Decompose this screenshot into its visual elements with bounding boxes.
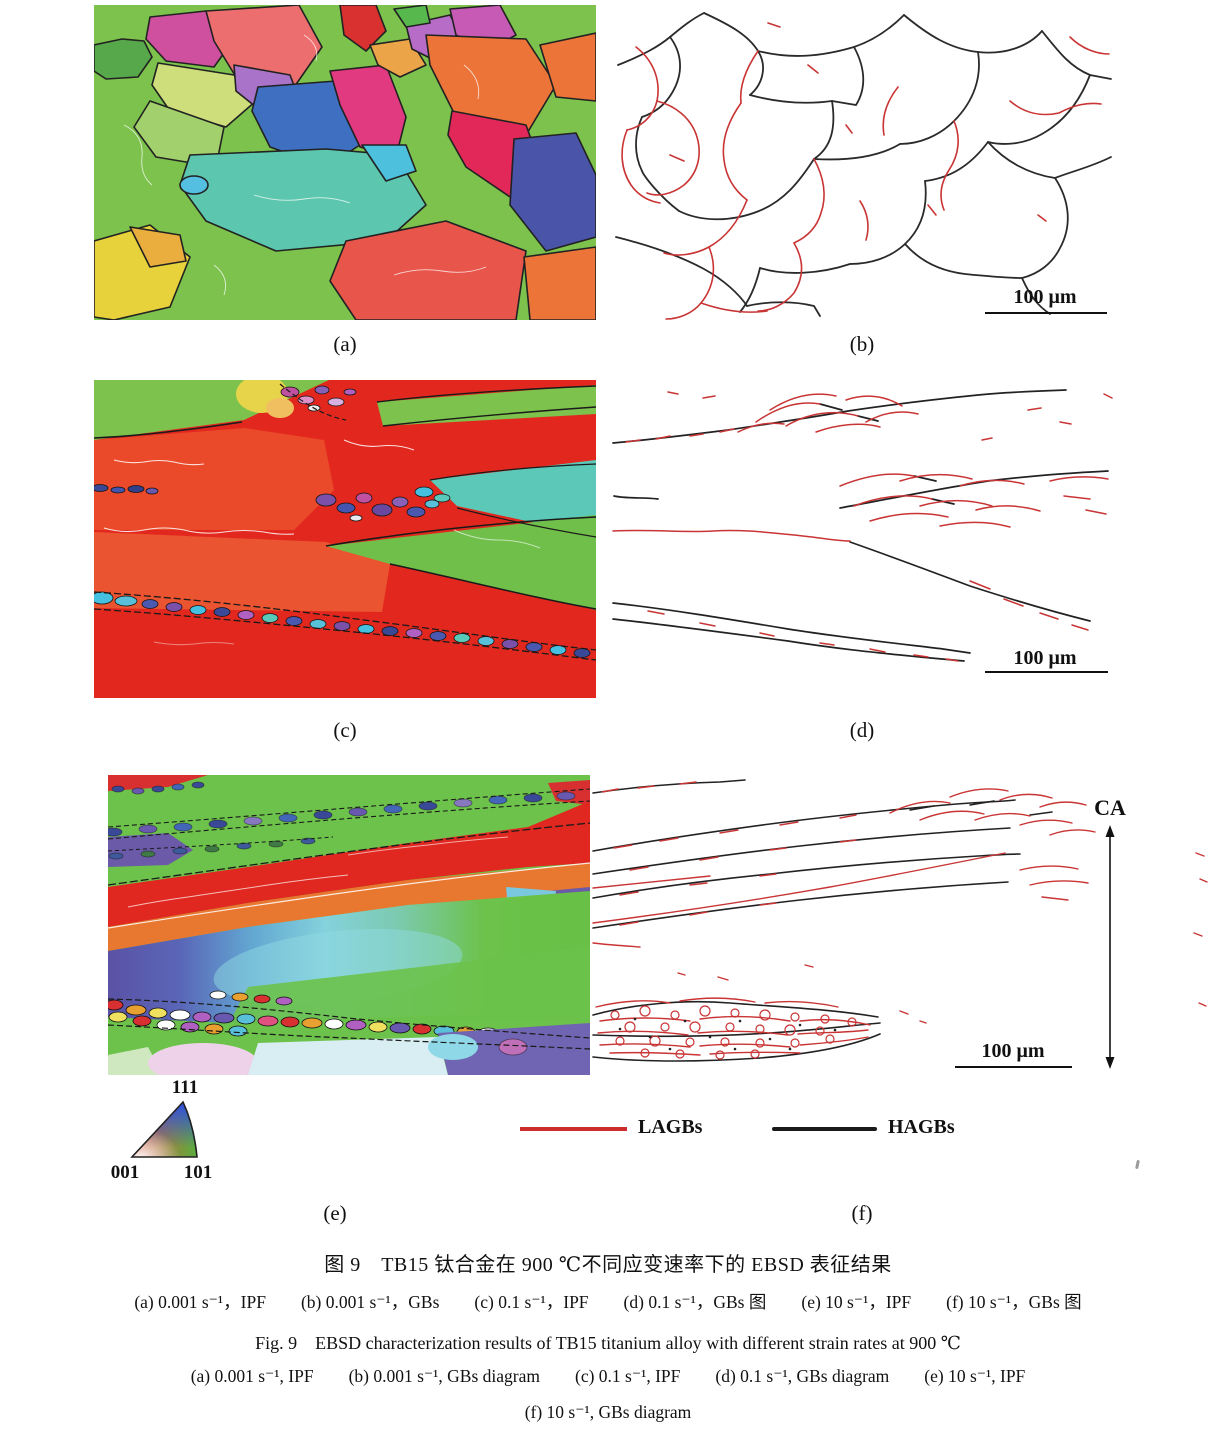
panel-c-ipf-map — [94, 380, 596, 698]
panel-b-gbs-diagram: 100 μm — [608, 5, 1116, 320]
scale-bar-d-text: 100 μm — [1014, 647, 1077, 669]
compression-axis-label: CA — [1094, 795, 1126, 820]
scale-bar-d: 100 μm — [985, 647, 1108, 673]
scale-bar-f-text: 100 μm — [982, 1040, 1045, 1062]
band-boundaries — [94, 383, 596, 661]
panel-e-ipf-map — [108, 775, 590, 1075]
panel-label-a: (a) — [333, 332, 357, 356]
panel-label-f: (f) — [851, 1201, 873, 1225]
ipf-triangle-outline — [130, 1100, 198, 1158]
ipf-label-111: 111 — [172, 1077, 198, 1098]
ipf-grains — [94, 5, 596, 320]
speckle-bands — [94, 385, 451, 522]
caption-en-sublabels-1: (a) 0.001 s⁻¹, IPF (b) 0.001 s⁻¹, GBs di… — [190, 1366, 1026, 1386]
band-borders — [108, 788, 590, 1050]
ipf-subboundaries — [123, 34, 487, 296]
panel-label-b: (b) — [849, 332, 875, 356]
ipf-label-101: 101 — [184, 1162, 213, 1183]
caption-cn-sublabels: (a) 0.001 s⁻¹，IPF (b) 0.001 s⁻¹，GBs (c) … — [134, 1292, 1082, 1312]
lagb-streaks — [612, 391, 1113, 662]
ipf-color-key: 111 001 101 — [111, 1077, 213, 1183]
hagb-network — [615, 12, 1112, 317]
caption-en-sublabels-2: (f) 10 s⁻¹, GBs diagram — [524, 1402, 692, 1422]
compression-axis: CA — [1094, 795, 1126, 1069]
caption-en-title: Fig. 9 EBSD characterization results of … — [255, 1333, 961, 1353]
speckle-stripe-1 — [108, 781, 576, 837]
panel-f-gbs-diagram: CA 100 μm — [590, 775, 1216, 1080]
lagbs-line-swatch — [520, 1127, 627, 1131]
blob-dark-dots — [618, 1017, 837, 1051]
lagb-blob-rings — [610, 1005, 857, 1060]
ipf-label-001: 001 — [111, 1162, 140, 1183]
hagbs-legend-label: HAGBs — [888, 1116, 955, 1138]
lagb-network — [621, 22, 1110, 320]
panel-label-c: (c) — [333, 718, 357, 742]
caption-cn-title: 图 9 TB15 钛合金在 900 ℃不同应变速率下的 EBSD 表征结果 — [324, 1254, 892, 1276]
panel-label-e: (e) — [323, 1201, 347, 1225]
lagbs-legend-label: LAGBs — [638, 1116, 703, 1138]
scale-bar-f: 100 μm — [955, 1040, 1072, 1068]
panel-label-d: (d) — [849, 718, 875, 742]
scale-bar-b: 100 μm — [985, 286, 1107, 314]
bottom-speckle-band — [94, 591, 591, 658]
hagbs-line-swatch — [772, 1127, 877, 1131]
stray-mark — [1135, 1159, 1140, 1170]
hagb-streaks — [592, 779, 1053, 1062]
panel-a-ipf-map — [94, 5, 596, 320]
panel-d-gbs-diagram: 100 μm — [608, 380, 1116, 698]
white-subboundaries — [108, 836, 590, 929]
lagb-streaks — [592, 781, 1208, 1056]
speckle-stripe-2 — [108, 837, 316, 860]
scale-bar-b-text: 100 μm — [1014, 286, 1077, 308]
white-subboundaries — [103, 439, 541, 646]
